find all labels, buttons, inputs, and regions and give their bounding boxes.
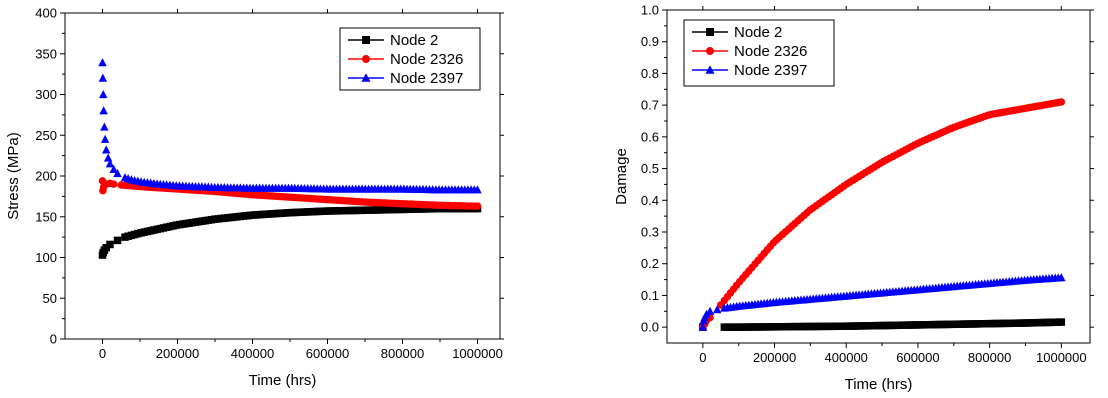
y-tick-label: 50 (43, 291, 57, 306)
legend-label: Node 2326 (734, 43, 807, 60)
legend-label: Node 2326 (390, 51, 463, 68)
y-tick-label: 0.6 (641, 129, 659, 144)
y-tick-label: 350 (35, 46, 57, 61)
y-tick-label: 0.2 (641, 256, 659, 271)
series-node-2397 (698, 273, 1066, 331)
data-point (98, 73, 108, 82)
series-node-2 (699, 318, 1066, 331)
x-tick-label: 1000000 (1036, 350, 1087, 365)
x-axis-title: Time (hrs) (845, 376, 913, 393)
y-tick-label: 0.1 (641, 288, 659, 303)
y-tick-label: 150 (35, 209, 57, 224)
data-point (99, 106, 108, 115)
y-tick-label: 0.9 (641, 34, 659, 49)
chart-1: 0 200000 400000 600000 800000 1000000 0 50 100 15… (5, 6, 504, 389)
legend-marker (361, 73, 371, 82)
data-point (105, 159, 115, 168)
legend: Node 2 Node 2326 Node 2397 (339, 27, 481, 91)
y-tick-label: 200 (35, 169, 57, 184)
y-tick-label: 1.0 (641, 3, 659, 18)
data-point (712, 305, 722, 314)
legend-marker (706, 28, 714, 36)
y-tick-label: 0.5 (641, 161, 659, 176)
data-point (109, 164, 118, 174)
x-tick-label: 1000000 (452, 346, 503, 361)
data-point (113, 168, 122, 178)
x-tick-label: 800000 (968, 350, 1011, 365)
x-tick-label: 400000 (825, 350, 868, 365)
data-point (98, 58, 107, 67)
x-tick-label: 600000 (306, 346, 349, 361)
legend-label: Node 2397 (390, 70, 463, 87)
x-tick-label: 0 (99, 346, 106, 361)
x-tick-label: 600000 (896, 350, 939, 365)
series-node-2 (98, 204, 482, 259)
chart-2: 0 200000 400000 600000 800000 1000000 0.0 0.1 0.… (613, 3, 1094, 393)
data-point (100, 134, 110, 143)
legend-label: Node 2 (734, 24, 782, 41)
y-tick-label: 0.7 (641, 98, 659, 113)
legend-marker (705, 65, 715, 74)
legend-label: Node 2397 (734, 62, 807, 79)
y-tick-label: 100 (35, 250, 57, 265)
legend-marker (362, 55, 370, 63)
data-point (473, 202, 482, 210)
data-point (473, 185, 482, 194)
data-point (99, 89, 108, 99)
x-tick-label: 200000 (753, 350, 796, 365)
data-point (1057, 318, 1066, 326)
y-tick-label: 300 (35, 87, 57, 102)
plot-frame (666, 9, 1091, 344)
data-point (698, 322, 708, 331)
y-axis-title: Damage (613, 148, 630, 205)
data-point (106, 240, 114, 249)
y-tick-label: 0.0 (641, 320, 659, 335)
legend-marker (362, 36, 370, 44)
x-tick-label: 0 (699, 350, 706, 365)
data-point (1057, 273, 1066, 282)
data-point (102, 145, 111, 154)
legend: Node 2 Node 2326 Node 2397 (683, 19, 835, 87)
x-axis-title: Time (hrs) (249, 372, 317, 389)
x-tick-label: 400000 (231, 346, 274, 361)
y-tick-label: 0.8 (641, 66, 659, 81)
y-tick-label: 0.4 (641, 193, 659, 208)
y-tick-label: 0 (50, 332, 57, 347)
data-point (100, 122, 109, 131)
data-point (705, 306, 715, 315)
data-point (113, 236, 122, 245)
x-tick-label: 800000 (381, 346, 424, 361)
series-node-2326 (699, 98, 1066, 331)
y-tick-label: 250 (35, 128, 57, 143)
data-point (110, 180, 118, 188)
data-point (1057, 98, 1066, 106)
legend-marker (706, 47, 714, 55)
y-axis-title: Stress (MPa) (5, 132, 22, 220)
x-tick-label: 200000 (156, 346, 199, 361)
data-point (103, 153, 113, 162)
y-tick-label: 0.3 (641, 225, 659, 240)
series-node-2397 (98, 58, 482, 194)
y-tick-label: 400 (35, 6, 57, 21)
legend-label: Node 2 (390, 32, 438, 49)
